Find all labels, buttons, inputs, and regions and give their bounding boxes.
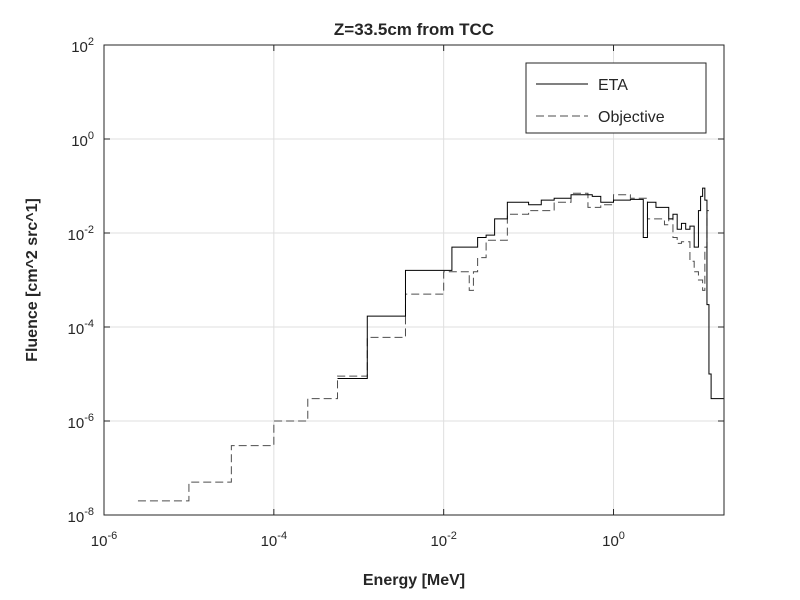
x-tick-label: 10-2 <box>430 530 456 550</box>
series-line-eta <box>337 187 724 400</box>
axis-ticks: 10-6 10-4 10-2 100 10-8 10-6 10-4 10-2 100 102 <box>68 36 724 550</box>
y-tick-label: 102 <box>71 36 94 56</box>
series-layer <box>137 187 724 502</box>
x-axis-label: Energy [MeV] <box>363 572 465 589</box>
y-tick-label: 100 <box>71 130 94 150</box>
chart-title: Z=33.5cm from TCC <box>334 20 494 39</box>
x-tick-label: 10-6 <box>91 530 117 550</box>
y-tick-label: 10-8 <box>68 506 94 526</box>
legend-box <box>525 62 707 134</box>
y-axis-label: Fluence [cm^2 src^1] <box>24 198 41 362</box>
legend-label-objective: Objective <box>598 109 665 126</box>
legend-label-eta: ETA <box>598 77 628 94</box>
gridlines <box>103 45 724 515</box>
y-tick-label: 10-6 <box>68 412 94 432</box>
plot-frame <box>103 44 725 516</box>
y-tick-label: 10-4 <box>68 318 94 338</box>
legend: ETA Objective <box>525 62 707 134</box>
series-line-objective <box>137 192 709 502</box>
y-tick-label: 10-2 <box>68 224 94 244</box>
x-tick-label: 10-4 <box>261 530 287 550</box>
x-tick-label: 100 <box>602 530 625 550</box>
